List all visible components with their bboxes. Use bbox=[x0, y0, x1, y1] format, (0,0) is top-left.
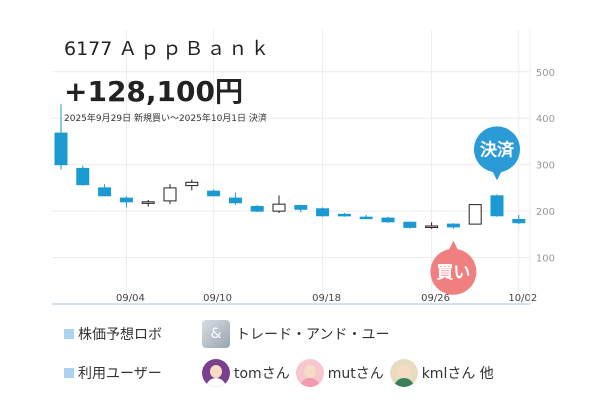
stock-name: ＡｐｐＢａｎｋ bbox=[118, 38, 273, 60]
trade-period: 2025年9月29日 新規買い〜2025年10月1日 決済 bbox=[64, 114, 267, 124]
x-tick-label: 09/18 bbox=[312, 293, 341, 304]
candle-body bbox=[250, 205, 264, 212]
candle-body bbox=[207, 190, 221, 197]
candlestick-chart: 100 200 300 400 500 09/04 09/10 09/18 09/26 10/02… bbox=[52, 30, 555, 305]
y-tick-label: 500 bbox=[536, 68, 555, 79]
user-tom[interactable]: tomさん bbox=[202, 359, 290, 387]
candle-body bbox=[272, 203, 286, 212]
legend-square bbox=[64, 368, 74, 378]
candle-body bbox=[185, 181, 199, 187]
candle-body bbox=[316, 208, 330, 217]
x-tick-label: 09/04 bbox=[116, 293, 145, 304]
marker-label: 決済 bbox=[480, 139, 515, 160]
candle-body bbox=[490, 195, 504, 217]
x-tick-label: 09/10 bbox=[203, 293, 232, 304]
users-label: 利用ユーザー bbox=[78, 366, 162, 382]
x-tick-label: 10/02 bbox=[508, 293, 537, 304]
candle-body bbox=[425, 225, 439, 228]
candle-body bbox=[446, 223, 460, 228]
user-name[interactable]: tomさん bbox=[234, 366, 290, 382]
robot-name[interactable]: トレード・アンド・ユー bbox=[236, 327, 390, 343]
stock-code: 6177 bbox=[64, 38, 113, 60]
candle-body bbox=[359, 216, 373, 220]
candle-body bbox=[119, 197, 133, 203]
y-tick-label: 300 bbox=[536, 161, 555, 172]
candle-body bbox=[337, 213, 351, 217]
y-tick-label: 200 bbox=[536, 207, 555, 218]
users-row: 利用ユーザー tomさん mutさん kmlさん 他 bbox=[64, 358, 500, 388]
avatar-icon bbox=[389, 359, 418, 387]
robot-icon[interactable]: & bbox=[202, 320, 230, 348]
y-tick-label: 100 bbox=[536, 254, 555, 265]
candle-body bbox=[294, 205, 308, 210]
candle-body bbox=[54, 132, 68, 166]
candle-body bbox=[512, 218, 526, 224]
stock-title: 6177 ＡｐｐＢａｎｋ bbox=[64, 34, 272, 61]
candle-body bbox=[381, 217, 395, 223]
legend-square bbox=[64, 329, 74, 339]
user-name[interactable]: mutさん bbox=[327, 366, 384, 382]
marker-label: 買い bbox=[436, 263, 470, 283]
user-name[interactable]: kmlさん 他 bbox=[421, 366, 494, 382]
candle-body bbox=[98, 187, 112, 197]
avatar-icon bbox=[295, 359, 324, 387]
candle-body bbox=[76, 167, 90, 186]
x-tick-label: 09/26 bbox=[421, 293, 450, 304]
candle-body bbox=[163, 187, 177, 202]
y-tick-label: 400 bbox=[536, 114, 555, 125]
sell-marker bbox=[474, 126, 520, 173]
user-mut[interactable]: mutさん bbox=[295, 359, 384, 387]
profit-amount: +128,100円 bbox=[64, 75, 243, 108]
robot-row: 株価予想ロボ & トレード・アンド・ユー bbox=[64, 319, 389, 349]
robot-label: 株価予想ロボ bbox=[78, 327, 162, 343]
user-kml[interactable]: kmlさん 他 bbox=[389, 359, 494, 387]
candle-body bbox=[228, 197, 242, 204]
candle-body bbox=[141, 201, 155, 204]
avatar-icon bbox=[202, 359, 230, 387]
candle-body bbox=[403, 221, 417, 228]
buy-marker bbox=[430, 248, 477, 295]
candle-body bbox=[468, 204, 482, 225]
